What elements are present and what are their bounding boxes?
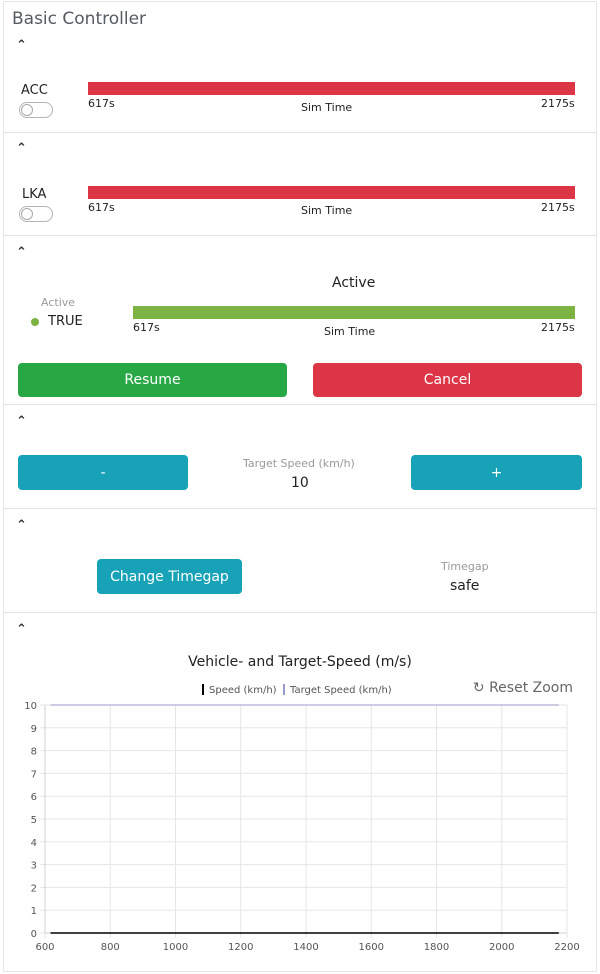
lka-timeline-bar	[88, 186, 575, 199]
active-bar-start: 617s	[133, 321, 160, 334]
change-timegap-button[interactable]: Change Timegap	[97, 559, 242, 594]
collapse-caret-icon[interactable]: ⌃	[16, 141, 27, 156]
acc-bar-start: 617s	[88, 97, 115, 110]
active-timeline-bar	[133, 306, 575, 319]
lka-bar-start: 617s	[88, 201, 115, 214]
active-bar-label: Sim Time	[324, 325, 376, 338]
resume-button[interactable]: Resume	[18, 363, 287, 397]
target-speed-caption: Target Speed (km/h)	[243, 457, 355, 470]
lka-label: LKA	[22, 187, 47, 202]
acc-toggle[interactable]	[19, 102, 53, 118]
collapse-caret-icon[interactable]: ⌃	[16, 518, 27, 533]
collapse-caret-icon[interactable]: ⌃	[16, 38, 27, 53]
collapse-caret-icon[interactable]: ⌃	[16, 245, 27, 260]
active-section: ⌃ Active Active TRUE 617s Sim Time 2175s…	[4, 236, 596, 405]
active-bar-end: 2175s	[541, 321, 575, 334]
decrease-speed-button[interactable]: -	[18, 455, 188, 490]
active-header: Active	[332, 275, 376, 291]
toggle-knob	[21, 104, 33, 116]
target-speed-section: ⌃ - Target Speed (km/h) 10 +	[4, 405, 596, 509]
active-status-caption: Active	[41, 296, 76, 309]
chart-section: ⌃	[4, 613, 596, 971]
reset-zoom-button[interactable]: ↻ Reset Zoom	[473, 680, 573, 696]
collapse-caret-icon[interactable]: ⌃	[16, 414, 27, 429]
acc-timeline-bar	[88, 82, 575, 95]
acc-bar-label: Sim Time	[301, 101, 353, 114]
increase-speed-button[interactable]: +	[411, 455, 582, 490]
acc-label: ACC	[21, 83, 48, 98]
acc-bar-end: 2175s	[541, 97, 575, 110]
lka-toggle[interactable]	[19, 206, 53, 222]
lka-section: ⌃ LKA 617s Sim Time 2175s	[4, 133, 596, 236]
active-status-value: TRUE	[48, 314, 83, 329]
timegap-caption: Timegap	[441, 560, 489, 573]
toggle-knob	[21, 208, 33, 220]
page-title: Basic Controller	[12, 9, 147, 29]
lka-bar-label: Sim Time	[301, 204, 353, 217]
status-dot-icon	[31, 318, 39, 326]
target-speed-value: 10	[291, 475, 309, 491]
collapse-caret-icon[interactable]: ⌃	[16, 622, 27, 637]
timegap-section: ⌃ Change Timegap Timegap safe	[4, 509, 596, 613]
lka-bar-end: 2175s	[541, 201, 575, 214]
timegap-value: safe	[450, 578, 480, 594]
acc-section: ⌃ ACC 617s Sim Time 2175s	[4, 32, 596, 133]
cancel-button[interactable]: Cancel	[313, 363, 582, 397]
